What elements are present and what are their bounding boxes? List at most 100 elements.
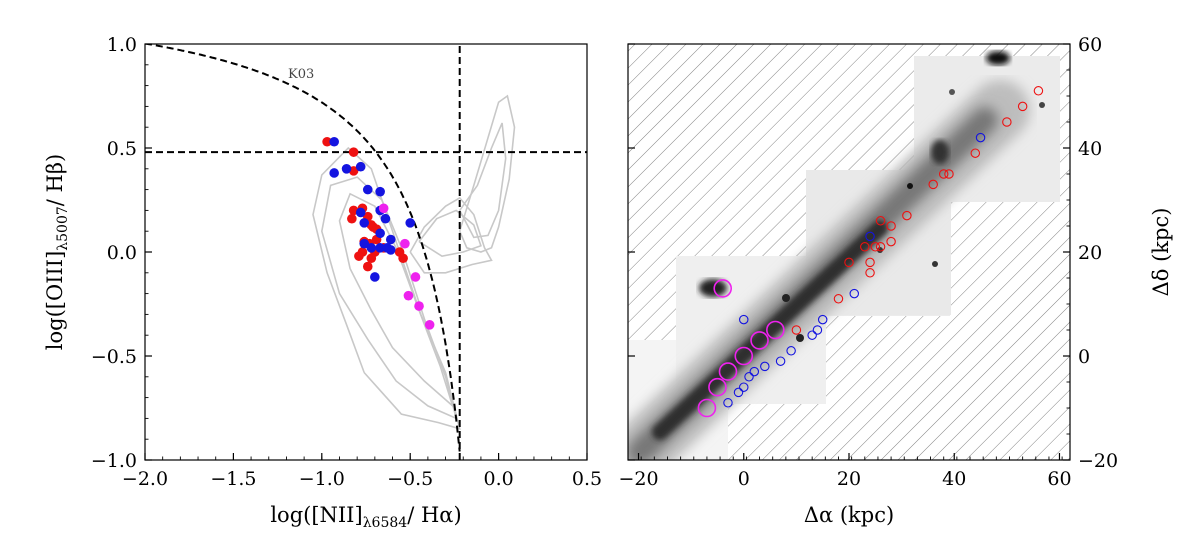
- bpt-point-blue: [329, 168, 339, 178]
- map-point-magenta: [713, 279, 733, 298]
- map-point-red: [1033, 86, 1044, 96]
- x-tick-label: 20: [837, 468, 861, 490]
- map-point-blue: [975, 132, 986, 143]
- bpt-point-blue: [362, 184, 373, 195]
- map-point-red: [865, 257, 875, 268]
- bpt-xlabel-sub: λ6584: [363, 515, 408, 531]
- map-panel: −20 0 20 40 60 −20 0 20 40 60 Δα (kpc) Δδ (kpc): [618, 34, 1173, 527]
- x-tick-label: −1.0: [299, 468, 345, 490]
- map-point-magenta: [718, 362, 738, 381]
- bpt-point-blue: [385, 245, 396, 255]
- map-point-red: [938, 169, 949, 179]
- map-point-blue: [807, 330, 817, 340]
- bpt-point-magenta: [410, 272, 421, 282]
- y-tick-label: 0: [1078, 346, 1090, 368]
- map-point-blue: [749, 366, 760, 377]
- map-point-blue: [775, 356, 786, 366]
- map-point-red: [1017, 101, 1028, 112]
- map-point-red: [970, 148, 981, 158]
- star: [877, 247, 883, 253]
- map-point-magenta: [708, 377, 727, 397]
- density-contour: [458, 94, 516, 253]
- star: [782, 294, 790, 302]
- map-point-blue: [865, 231, 875, 242]
- bpt-xlabel-tail: / Hα): [407, 503, 461, 527]
- map-point-blue: [812, 325, 823, 335]
- y-tick-label: 20: [1078, 242, 1102, 264]
- map-point-magenta: [734, 346, 754, 366]
- bpt-ylabel-tail: / Hβ): [43, 154, 67, 206]
- galaxy-bulge: [652, 220, 888, 440]
- x-tick-label: 0.5: [572, 468, 602, 490]
- map-point-magenta: [750, 331, 769, 350]
- bpt-point-red: [362, 261, 373, 272]
- x-tick-label: 0: [738, 468, 750, 490]
- map-point-magenta: [697, 398, 717, 418]
- map-point-red: [902, 210, 912, 221]
- bpt-xlabel-main: log([NII]: [270, 503, 362, 527]
- k03-curve: [145, 44, 461, 452]
- map-point-red: [875, 216, 886, 226]
- map-point-red: [791, 325, 802, 335]
- bpt-point-red: [398, 253, 408, 264]
- map-point-red: [886, 236, 896, 247]
- bpt-point-magenta: [424, 320, 435, 330]
- bpt-point-magenta: [378, 203, 389, 214]
- bpt-point-blue: [380, 213, 391, 224]
- bpt-point-magenta: [400, 238, 410, 249]
- bpt-point-red: [354, 251, 364, 261]
- bpt-point-magenta: [403, 290, 414, 301]
- map-point-blue: [760, 361, 770, 372]
- y-tick-label: 0.0: [107, 242, 137, 264]
- map-point-blue: [739, 382, 749, 392]
- map-image: [628, 44, 1070, 460]
- bpt-point-red: [366, 253, 377, 264]
- map-point-red: [875, 242, 886, 252]
- bpt-point-blue: [405, 218, 416, 228]
- bright-source: [931, 140, 949, 164]
- bpt-point-blue: [366, 243, 377, 253]
- density-contour: [409, 196, 493, 274]
- bpt-xlabel: log([NII]λ6584/ Hα): [270, 503, 461, 531]
- bpt-point-blue: [375, 243, 385, 253]
- bpt-ylabel: log([OIII]λ5007/ Hβ): [43, 154, 71, 350]
- bpt-point-blue: [355, 161, 366, 172]
- map-point-red: [1002, 117, 1012, 127]
- density-contour: [458, 122, 507, 239]
- map-point-blue: [739, 314, 749, 325]
- map-point-blue: [723, 398, 733, 408]
- star: [1039, 102, 1045, 108]
- k03-curve-label: K03: [288, 67, 314, 82]
- map-point-red: [870, 242, 881, 252]
- x-tick-label: 40: [942, 468, 966, 490]
- map-point-blue: [817, 314, 828, 325]
- bpt-point-blue: [359, 238, 370, 249]
- bpt-point-blue: [355, 207, 366, 218]
- y-tick-label: 1.0: [107, 34, 137, 56]
- map-point-red: [844, 257, 854, 268]
- x-tick-label: −2.0: [122, 468, 168, 490]
- x-tick-label: −20: [618, 468, 658, 490]
- bpt-point-blue: [370, 272, 380, 282]
- y-tick-label: 0.5: [107, 138, 137, 160]
- map-point-red: [944, 169, 954, 179]
- map-point-red: [865, 268, 875, 278]
- y-tick-label: 60: [1078, 34, 1102, 56]
- bright-source: [699, 279, 727, 297]
- bpt-point-blue: [329, 136, 339, 147]
- map-point-blue: [733, 387, 744, 398]
- x-tick-label: −1.5: [210, 468, 256, 490]
- contour-layer: [312, 94, 516, 430]
- x-tick-label: −0.5: [387, 468, 433, 490]
- map-point-magenta: [766, 320, 785, 340]
- x-tick-label: 60: [1047, 468, 1071, 490]
- map-points: [697, 86, 1044, 418]
- bpt-point-blue: [385, 234, 396, 245]
- star: [949, 89, 955, 95]
- map-point-red: [886, 221, 896, 231]
- bpt-ticks: −2.0 −1.5 −1.0 −0.5 0.0 0.5 −1.0 −0.5 0.0 0.5 1.0: [91, 34, 602, 490]
- bpt-ylabel-sub: λ5007: [55, 206, 71, 251]
- bright-source: [986, 51, 1010, 65]
- map-point-red: [860, 242, 870, 252]
